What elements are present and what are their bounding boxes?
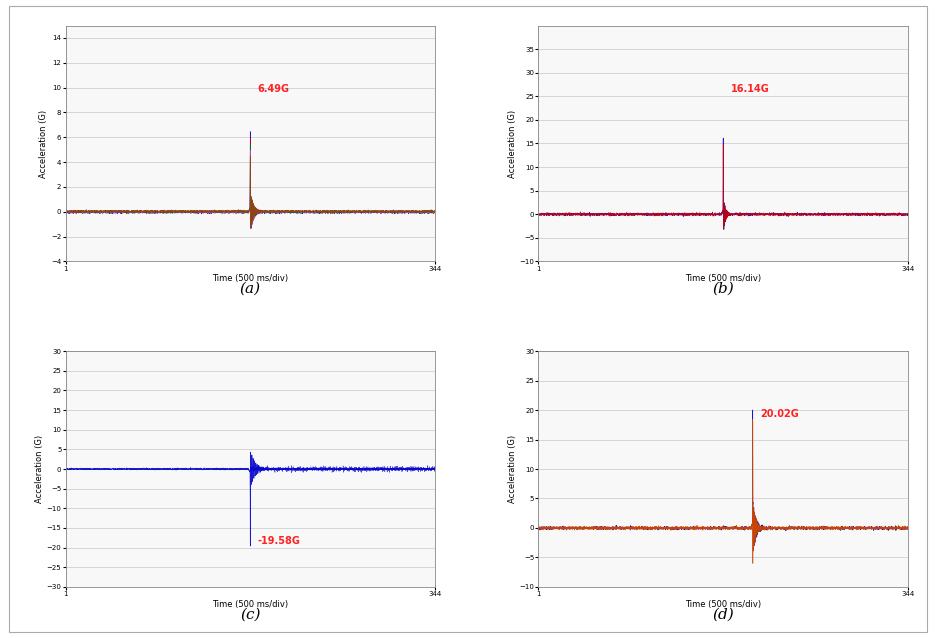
X-axis label: Time (500 ms/div): Time (500 ms/div) [685,600,761,609]
Text: -19.58G: -19.58G [257,537,300,547]
Y-axis label: Acceleration (G): Acceleration (G) [35,435,44,503]
Text: (c): (c) [240,607,260,621]
Text: 20.02G: 20.02G [760,409,799,419]
Y-axis label: Acceleration (G): Acceleration (G) [507,435,517,503]
X-axis label: Time (500 ms/div): Time (500 ms/div) [212,274,288,283]
Y-axis label: Acceleration (G): Acceleration (G) [39,109,49,177]
Text: (a): (a) [240,282,261,296]
Text: 16.14G: 16.14G [731,84,769,94]
Text: (d): (d) [712,607,734,621]
X-axis label: Time (500 ms/div): Time (500 ms/div) [685,274,761,283]
Text: 6.49G: 6.49G [257,84,289,94]
Y-axis label: Acceleration (G): Acceleration (G) [507,109,517,177]
X-axis label: Time (500 ms/div): Time (500 ms/div) [212,600,288,609]
Text: (b): (b) [712,282,734,296]
